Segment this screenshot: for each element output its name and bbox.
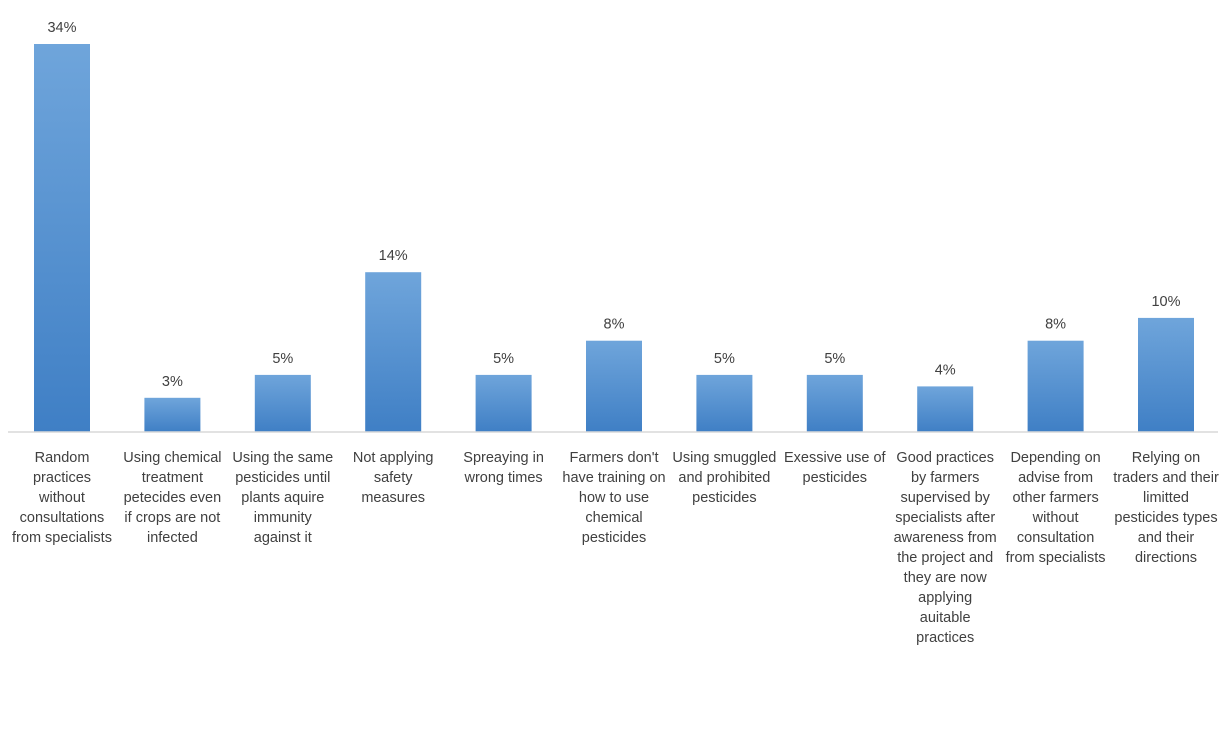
bar [34,44,90,432]
data-label: 3% [162,374,183,390]
x-tick-label: Good practices by farmers supervised by … [893,450,997,646]
data-label: 10% [1151,294,1180,310]
data-label: 5% [493,351,514,367]
bar [365,272,422,432]
data-label: 34% [47,20,76,36]
x-tick-label: Depending on advise from other farmers w… [1005,450,1106,566]
data-label: 4% [935,362,956,378]
data-label: 5% [272,351,293,367]
bar [917,386,974,432]
data-label: 5% [824,351,845,367]
bar [1027,340,1084,432]
bar-group [34,44,1194,432]
bar [696,374,753,432]
x-tick-label: Exessive use of pesticides [784,450,886,486]
bar [475,374,532,432]
x-tick-label: Using the same pesticides until plants a… [232,450,334,546]
bar [586,340,642,432]
x-tick-label: Random practices without consultations f… [12,450,112,546]
bar [144,397,201,432]
x-tick-label: Using smuggled and prohibited pesticides [672,450,777,506]
bar [254,374,311,432]
data-label: 14% [379,248,408,264]
x-tick-label: Spreaying in wrong times [463,450,544,486]
data-label: 5% [714,351,735,367]
x-tick-label: Farmers don't have training on how to us… [562,450,666,546]
bar [1138,317,1194,432]
bar [806,374,863,432]
x-tick-label: Using chemical treatment petecides even … [123,450,222,546]
x-tick-label: Relying on traders and their limitted pe… [1113,450,1219,566]
x-tick-label: Not applying safety measures [352,450,434,506]
data-label: 8% [1045,317,1066,333]
data-label-group: 34% 3% 5% 14% 5% 8% 5% 5% 4% 8% 10% [47,20,1180,390]
data-label: 8% [604,317,625,333]
